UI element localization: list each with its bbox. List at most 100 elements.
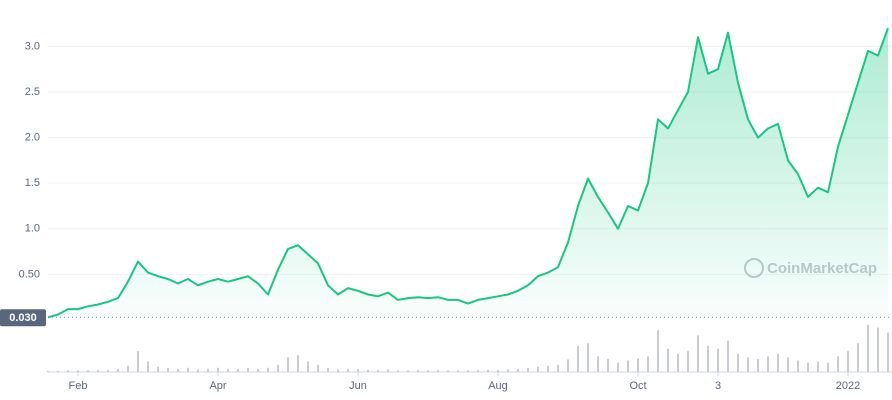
volume-bar [197, 369, 199, 372]
volume-bar [797, 360, 799, 372]
volume-bar [867, 325, 869, 372]
volume-bar [47, 370, 49, 372]
volume-bar [737, 353, 739, 372]
volume-bar [157, 366, 159, 372]
volume-bar [287, 357, 289, 372]
volume-bar [787, 357, 789, 372]
volume-bar [537, 366, 539, 372]
volume-bar [597, 356, 599, 372]
volume-bar [237, 368, 239, 372]
volume-bar [637, 358, 639, 372]
volume-bar [87, 370, 89, 372]
volume-bar [777, 353, 779, 372]
volume-bar [127, 365, 129, 372]
volume-bar [377, 369, 379, 372]
x-tick-label: Oct [629, 380, 646, 392]
volume-bar [747, 357, 749, 372]
volume-bar [277, 364, 279, 372]
volume-bar [267, 367, 269, 372]
x-tick-label: Jun [349, 380, 367, 392]
volume-bar [717, 348, 719, 372]
x-tick-label: 3 [715, 380, 721, 392]
volume-bar [107, 369, 109, 372]
volume-bar [477, 369, 479, 372]
volume-bar [587, 343, 589, 372]
volume-bar [97, 369, 99, 372]
y-tick-label: 3.0 [25, 40, 40, 52]
volume-bar [527, 367, 529, 372]
volume-bar [607, 358, 609, 372]
volume-bar [547, 365, 549, 372]
volume-bar [837, 356, 839, 372]
volume-bar [467, 370, 469, 372]
x-tick-label: Aug [488, 380, 508, 392]
volume-bar [67, 370, 69, 372]
volume-bar [337, 369, 339, 372]
volume-bar [347, 368, 349, 372]
volume-bar [817, 361, 819, 372]
volume-bar [307, 361, 309, 372]
volume-bar [187, 367, 189, 372]
volume-bar [887, 332, 889, 372]
volume-bar [297, 355, 299, 372]
area [48, 28, 888, 320]
volume-bar [667, 348, 669, 372]
volume-bar [857, 343, 859, 372]
volume-bar [847, 351, 849, 372]
volume-bar [617, 362, 619, 372]
line [47, 27, 889, 319]
volume-bar [707, 345, 709, 372]
volume-bar [177, 368, 179, 372]
volume-bar [397, 370, 399, 372]
volume-bar [497, 369, 499, 372]
volume-bar [207, 368, 209, 372]
volume-bar [327, 367, 329, 372]
volume-bar [627, 360, 629, 372]
y-tick-label: 1.0 [25, 223, 40, 235]
volume-bar [57, 370, 59, 372]
volume-bar [517, 368, 519, 372]
volume-bar [657, 330, 659, 372]
volume-bar [317, 364, 319, 372]
y-tick-label: 2.0 [25, 131, 40, 143]
volume-bar [77, 370, 79, 372]
volume-bar [367, 369, 369, 372]
volume-bar [757, 358, 759, 372]
volume-bar [647, 356, 649, 372]
y-tick-label: 0.50 [19, 268, 40, 280]
volume-bar [567, 359, 569, 372]
start-price-box [0, 309, 46, 327]
x-tick-label: Apr [209, 380, 226, 392]
y-tick-label: 1.5 [25, 177, 40, 189]
volume-bar [227, 368, 229, 372]
volume-bar [437, 369, 439, 372]
volume-bar [147, 361, 149, 372]
y-tick-label: 2.5 [25, 86, 40, 98]
volume-bar [247, 367, 249, 372]
volume-bar [117, 368, 119, 372]
volume-bar [417, 369, 419, 372]
volume-bar [877, 327, 879, 372]
volume-bar [387, 369, 389, 372]
volume-bar [257, 368, 259, 372]
volume-bar [807, 362, 809, 372]
volume-bar [447, 370, 449, 372]
volume-bar [407, 370, 409, 372]
volume-bar [427, 370, 429, 372]
x-tick-label: Feb [69, 380, 88, 392]
volume-bar [827, 362, 829, 372]
volume-bar [577, 345, 579, 372]
volume-bar [727, 340, 729, 372]
volume-bar [687, 351, 689, 372]
volume-bar [167, 367, 169, 372]
start-price-label: 0.030 [9, 312, 37, 324]
volume-bar [457, 370, 459, 372]
volume-bar [677, 353, 679, 372]
volume-bar [507, 369, 509, 372]
volume-bar [767, 356, 769, 372]
volume-bar [557, 364, 559, 372]
volume-bar [357, 368, 359, 372]
x-tick-label: 2022 [836, 380, 860, 392]
volume-bar [487, 369, 489, 372]
